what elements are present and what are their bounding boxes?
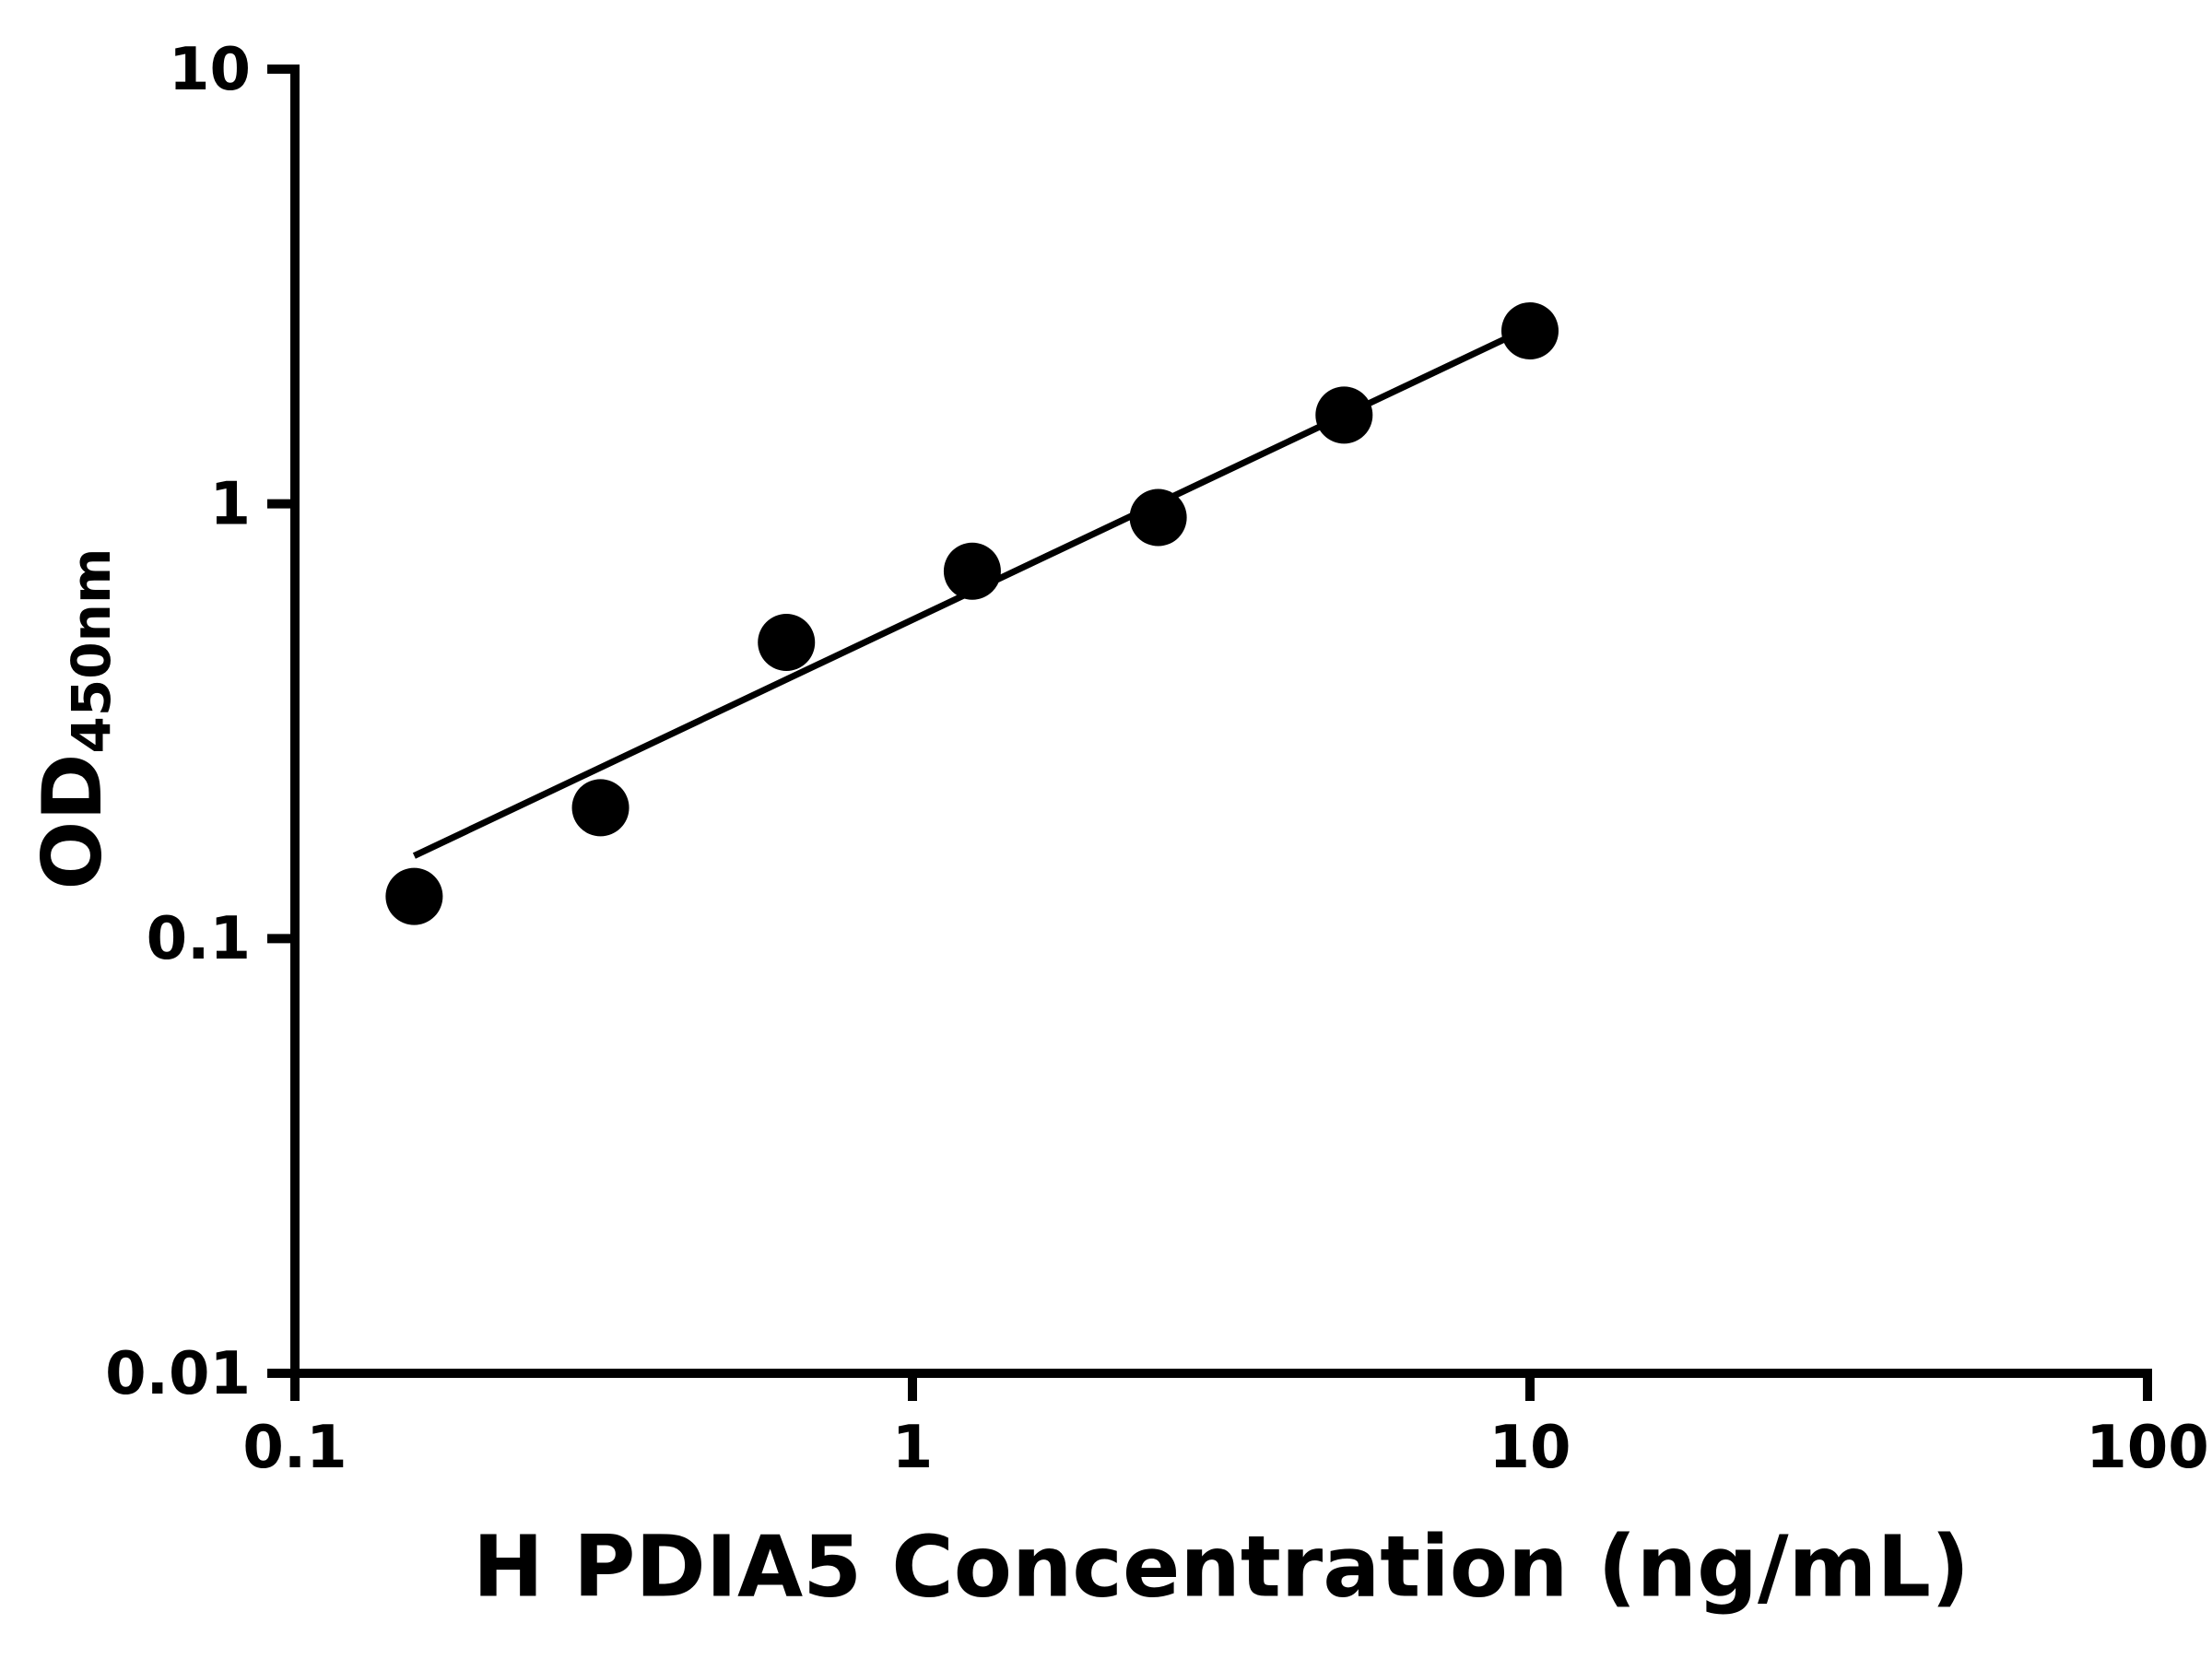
data-point xyxy=(571,779,629,837)
data-point xyxy=(1129,488,1187,547)
y-tick-label: 1 xyxy=(209,470,251,538)
y-tick-label: 10 xyxy=(169,36,251,104)
y-axis-title: OD450nm xyxy=(25,548,123,890)
data-point xyxy=(1315,386,1373,444)
y-axis-title-main: OD xyxy=(24,753,120,890)
x-tick-label: 0.1 xyxy=(242,1414,347,1482)
x-tick-label: 100 xyxy=(2086,1414,2209,1482)
data-point xyxy=(943,542,1001,600)
y-tick-label: 0.1 xyxy=(147,905,251,973)
x-tick-label: 1 xyxy=(892,1414,934,1482)
y-axis-title-subscript: 450nm xyxy=(60,547,124,754)
x-axis-title: H PDIA5 Concentration (ng/mL) xyxy=(472,1517,1971,1617)
data-point xyxy=(758,614,816,672)
data-point xyxy=(1501,301,1559,359)
data-point xyxy=(385,867,443,925)
y-tick-label: 0.01 xyxy=(105,1340,251,1408)
x-tick-label: 10 xyxy=(1488,1414,1571,1482)
